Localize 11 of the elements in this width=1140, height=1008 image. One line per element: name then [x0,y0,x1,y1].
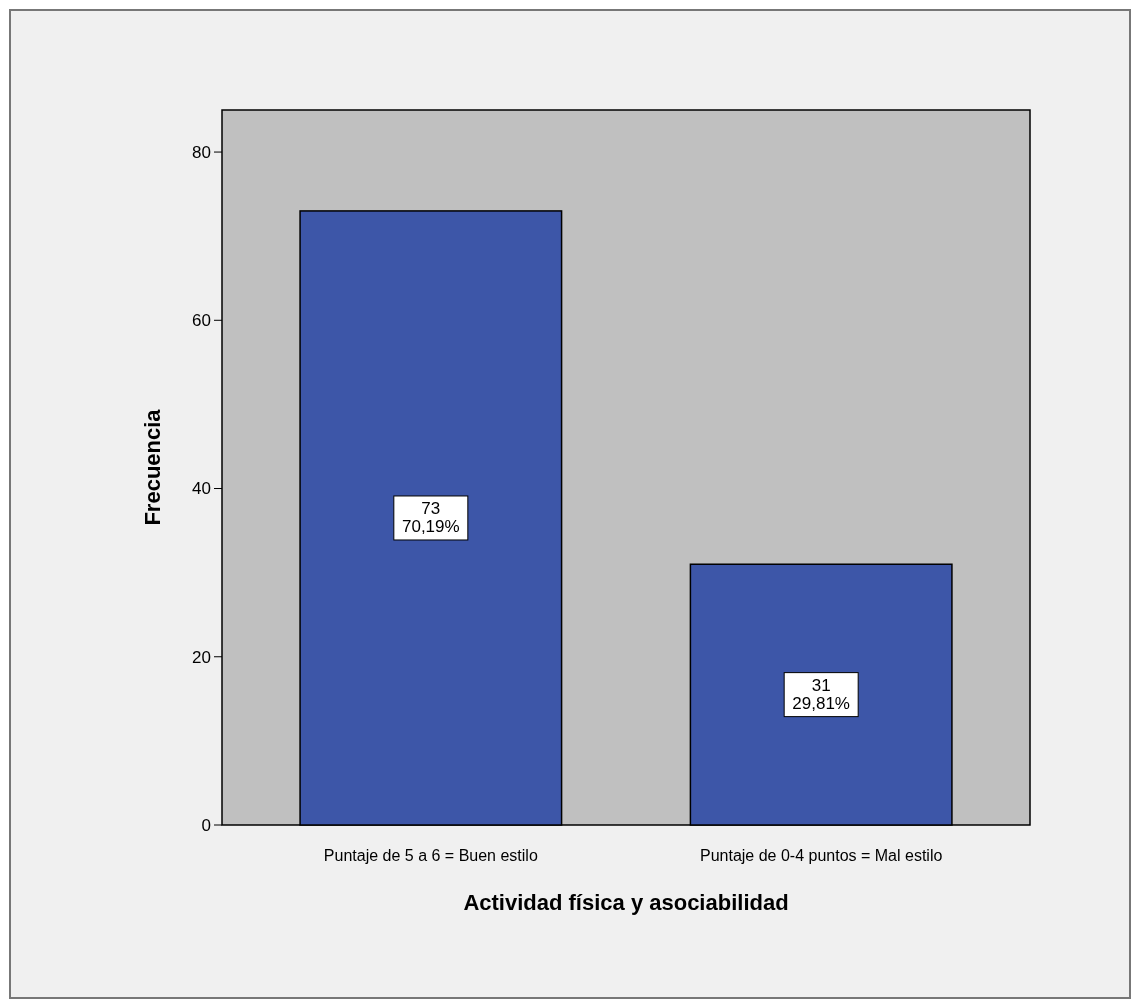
y-axis-title: Frecuencia [140,408,165,526]
data-label: 31 29,81% [792,675,851,713]
x-axis-title: Actividad física y asociabilidad [463,890,789,915]
y-tick-label: 20 [192,647,211,667]
x-tick-label: Puntaje de 5 a 6 = Buen estilo [323,847,538,864]
y-tick-label: 60 [192,311,211,331]
x-tick-label: Puntaje de 0-4 puntos = Mal estilo [699,847,943,864]
y-tick-label: 40 [192,479,211,499]
y-tick-label: 80 [192,143,211,163]
y-tick-label: 0 [201,815,211,835]
data-label: 73 70,19% [401,498,460,536]
